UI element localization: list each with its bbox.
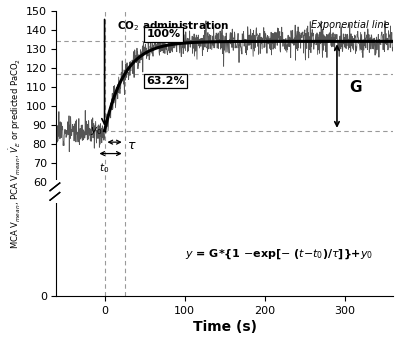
Bar: [48, 180, 61, 203]
Text: $y$ = G*{1 $-$exp[$-$ ($t$$-$$t_0$)/$\tau$]}+$y_0$: $y$ = G*{1 $-$exp[$-$ ($t$$-$$t_0$)/$\ta…: [185, 248, 373, 261]
X-axis label: Time (s): Time (s): [193, 320, 257, 334]
Text: $y_0$: $y_0$: [90, 125, 102, 137]
Y-axis label: MCA V$_{mean}$, PCA V$_{mean}$, $\dot{V}_E$ or predicted PaCO$_2$: MCA V$_{mean}$, PCA V$_{mean}$, $\dot{V}…: [7, 58, 23, 249]
Text: $t_0$: $t_0$: [100, 161, 110, 175]
Text: 63.2%: 63.2%: [146, 76, 185, 86]
Text: $\tau$: $\tau$: [127, 139, 136, 152]
Text: 100%: 100%: [146, 29, 180, 40]
Text: G: G: [349, 79, 362, 94]
Text: Exponential line: Exponential line: [311, 19, 390, 30]
Text: CO$_2$ administration: CO$_2$ administration: [117, 19, 229, 33]
